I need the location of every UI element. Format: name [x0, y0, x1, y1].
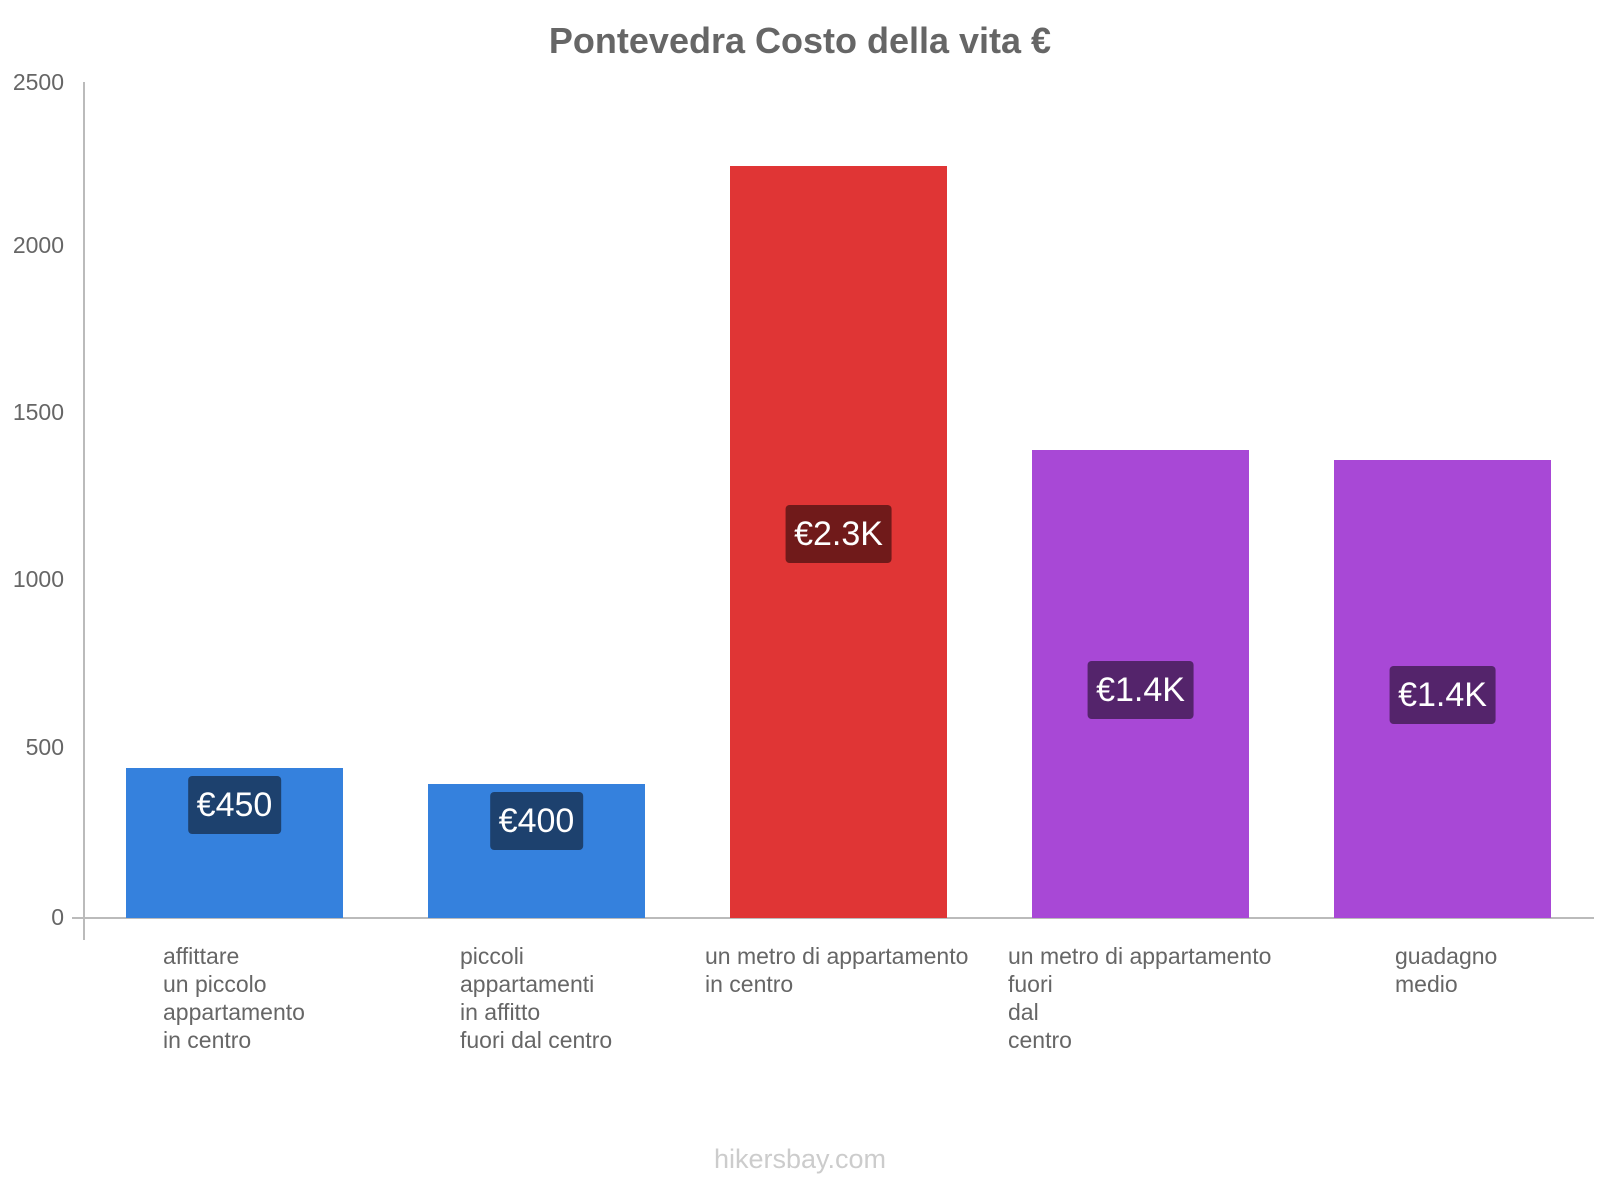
chart-title: Pontevedra Costo della vita € — [548, 20, 1052, 61]
y-tick-label: 1500 — [12, 399, 64, 425]
bar-affittare-centro[interactable]: €450 — [126, 767, 343, 918]
y-tick-label: 2000 — [12, 232, 64, 258]
bar-affitto-fuori-centro[interactable]: €400 — [428, 784, 645, 918]
bar-metro-fuori-centro[interactable]: €1.4K — [1032, 449, 1249, 918]
watermark: hikersbay.com — [713, 1144, 887, 1174]
y-tick-label: 500 — [25, 734, 64, 760]
y-tick-label: 2500 — [12, 69, 64, 95]
x-tick-label: guadagno medio — [1395, 943, 1498, 997]
bar-value-label: €1.4K — [1389, 665, 1496, 724]
bar-value-label: €2.3K — [785, 504, 892, 563]
bar-value-label: €450 — [187, 775, 282, 834]
bar-metro-centro[interactable]: €2.3K — [730, 165, 947, 918]
y-axis-line — [83, 82, 85, 940]
bar-value-label: €1.4K — [1087, 660, 1194, 719]
x-axis-line — [72, 917, 1594, 919]
bar-value-label: €400 — [489, 792, 584, 851]
y-tick-label: 0 — [51, 904, 64, 930]
bar-guadagno-medio[interactable]: €1.4K — [1334, 459, 1551, 918]
x-tick-label: un metro di appartamento fuori dal centr… — [1008, 943, 1272, 1053]
x-tick-label: affittare un piccolo appartamento in cen… — [163, 943, 305, 1053]
x-tick-label: piccoli appartamenti in affitto fuori da… — [460, 943, 613, 1053]
y-tick-label: 1000 — [12, 566, 64, 592]
x-tick-label: un metro di appartamento in centro — [705, 943, 969, 997]
